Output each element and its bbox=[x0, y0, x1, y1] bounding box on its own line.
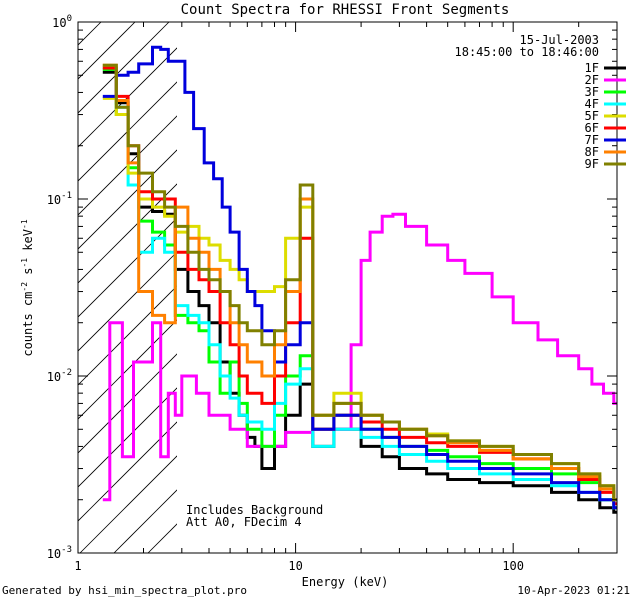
footer-timestamp: 10-Apr-2023 01:21 bbox=[517, 584, 630, 597]
legend-label-5F: 5F bbox=[585, 109, 599, 123]
hatch-line bbox=[78, 149, 177, 250]
y-axis-label: counts cm-2 s-1 keV-1 bbox=[20, 219, 35, 356]
x-tick-label: 10 bbox=[288, 559, 302, 573]
legend-label-6F: 6F bbox=[585, 121, 599, 135]
legend-label-4F: 4F bbox=[585, 97, 599, 111]
annotation-attenuator: Att A0, FDecim 4 bbox=[186, 515, 302, 529]
hatch-line bbox=[78, 319, 177, 420]
annotation-background: Includes Background bbox=[186, 503, 323, 517]
series-line-3F bbox=[102, 67, 617, 510]
legend-label-3F: 3F bbox=[585, 85, 599, 99]
hatch-line bbox=[78, 183, 177, 284]
hatch-line bbox=[78, 421, 177, 522]
y-tick-label: 10-2 bbox=[47, 368, 72, 384]
series-line-9F bbox=[102, 63, 617, 502]
y-tick-label: 10-3 bbox=[47, 545, 72, 561]
x-tick-label: 1 bbox=[74, 559, 81, 573]
legend-label-7F: 7F bbox=[585, 133, 599, 147]
y-tick-label: 10-1 bbox=[47, 191, 72, 207]
footer-generated-by: Generated by hsi_min_spectra_plot.pro bbox=[2, 584, 247, 597]
legend-label-9F: 9F bbox=[585, 157, 599, 171]
plot-frame bbox=[77, 21, 618, 554]
y-tick-label: 100 bbox=[52, 14, 72, 30]
hatch-line bbox=[78, 387, 177, 488]
series-line-1F bbox=[102, 70, 617, 514]
x-axis-label: Energy (keV) bbox=[302, 575, 389, 589]
hatch-line bbox=[78, 22, 170, 114]
hatch-line bbox=[78, 251, 177, 352]
legend-time-range: 18:45:00 to 18:46:00 bbox=[455, 45, 600, 59]
hatch-line bbox=[78, 115, 177, 216]
series-line-2F bbox=[102, 212, 617, 502]
legend-label-1F: 1F bbox=[585, 61, 599, 75]
hatch-line bbox=[78, 81, 177, 182]
legend-date: 15-Jul-2003 bbox=[520, 33, 599, 47]
x-tick-label: 100 bbox=[502, 559, 524, 573]
hatch-line bbox=[78, 22, 102, 46]
series-line-4F bbox=[102, 66, 617, 510]
hatch-line bbox=[78, 217, 177, 318]
hatch-line bbox=[78, 47, 177, 148]
legend-label-8F: 8F bbox=[585, 145, 599, 159]
hatch-line bbox=[0, 22, 67, 553]
hatch-line bbox=[624, 22, 640, 553]
chart-title: Count Spectra for RHESSI Front Segments bbox=[181, 2, 510, 18]
legend-label-2F: 2F bbox=[585, 73, 599, 87]
series-line-8F bbox=[102, 63, 617, 502]
hatch-line bbox=[79, 455, 177, 553]
